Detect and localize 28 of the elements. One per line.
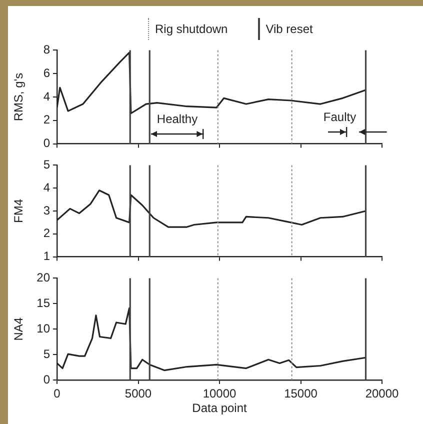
y-axis-title: FM4: [12, 198, 26, 223]
y-tick-label: 2: [43, 112, 50, 127]
legend-label: Vib reset: [266, 22, 313, 36]
y-tick-label: 3: [43, 203, 50, 218]
y-tick-label: 0: [43, 136, 50, 150]
y-axis-title: NA4: [12, 317, 26, 341]
x-axis-title: Data point: [192, 401, 248, 416]
y-tick-label: 5: [43, 346, 50, 361]
x-tick-label: 0: [54, 386, 61, 401]
x-tick-label: 5000: [124, 386, 152, 401]
y-tick-label: 8: [43, 42, 50, 57]
y-tick-label: 4: [43, 89, 50, 104]
x-tick-label: 20000: [365, 386, 400, 401]
x-tick-label: 10000: [202, 386, 237, 401]
y-tick-label: 10: [36, 321, 50, 336]
y-tick-label: 1: [43, 249, 50, 264]
y-tick-label: 20: [36, 270, 50, 285]
annotation: Healthy: [156, 112, 198, 126]
y-tick-label: 15: [36, 296, 50, 310]
y-tick-label: 5: [43, 158, 50, 172]
y-tick-label: 2: [43, 226, 50, 240]
y-tick-label: 0: [43, 372, 50, 386]
y-tick-label: 6: [43, 66, 50, 80]
x-tick-label: 15000: [284, 386, 318, 401]
y-tick-label: 4: [43, 180, 50, 194]
legend-label: Rig shutdown: [155, 22, 228, 36]
annotation: Faulty: [323, 110, 356, 124]
y-axis-title: RMS, g's: [12, 72, 26, 122]
